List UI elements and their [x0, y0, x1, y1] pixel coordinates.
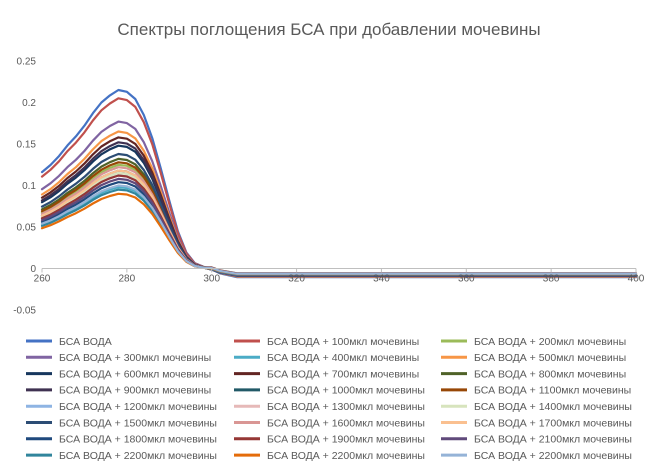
x-tick-label: 260 — [34, 274, 51, 285]
legend-entry-label: БСА ВОДА + 1600мкл мочевины — [267, 417, 425, 429]
plot-lines — [40, 88, 638, 279]
y-tick-label: 0.2 — [22, 98, 36, 109]
y-tick-label: 0.15 — [17, 140, 37, 151]
legend-entry-label: БСА ВОДА + 500мкл мочевины — [474, 352, 626, 364]
legend-entry-label: БСА ВОДА — [59, 336, 112, 348]
legend-entry-label: БСА ВОДА + 900мкл мочевины — [59, 385, 211, 397]
chart-title: Спектры поглощения БСА при добавлении мо… — [117, 20, 540, 39]
x-tick-label: 280 — [119, 274, 136, 285]
legend-entry-label: БСА ВОДА + 1700мкл мочевины — [474, 417, 632, 429]
y-tick-label: 0.1 — [22, 181, 36, 192]
x-tick-label: 380 — [543, 274, 560, 285]
legend-entry-label: БСА ВОДА + 1200мкл мочевины — [59, 401, 217, 413]
y-tick-label: -0.05 — [13, 306, 36, 317]
legend-entry-label: БСА ВОДА + 1300мкл мочевины — [267, 401, 425, 413]
x-tick-label: 320 — [288, 274, 305, 285]
y-tick-label: 0 — [30, 264, 36, 275]
legend-entry-label: БСА ВОДА + 2200мкл мочевины — [267, 450, 425, 462]
legend-entry-label: БСА ВОДА + 300мкл мочевины — [59, 352, 211, 364]
legend-entry-label: БСА ВОДА + 1100мкл мочевины — [474, 385, 631, 397]
series-line — [40, 184, 638, 275]
x-tick-label: 400 — [628, 274, 645, 285]
legend-entry-label: БСА ВОДА + 1000мкл мочевины — [267, 385, 425, 397]
legend-entry-label: БСА ВОДА + 1500мкл мочевины — [59, 417, 217, 429]
axis-layer: -0.05 0 0.05 0.1 0.15 0.2 0.25 260 280 300 320 340 3… — [13, 57, 645, 317]
legend-entry-label: БСА ВОДА + 2200мкл мочевины — [474, 450, 632, 462]
legend-entry-label: БСА ВОДА + 400мкл мочевины — [267, 352, 419, 364]
legend-entry-label: БСА ВОДА + 1800мкл мочевины — [59, 434, 217, 446]
x-tick-label: 300 — [203, 274, 220, 285]
legend-entry-label: БСА ВОДА + 600мкл мочевины — [59, 368, 211, 380]
legend-entry-label: БСА ВОДА + 200мкл мочевины — [474, 336, 626, 348]
legend-entry-label: БСА ВОДА + 700мкл мочевины — [267, 368, 419, 380]
x-tick-label: 340 — [373, 274, 390, 285]
y-tick-label: 0.25 — [17, 57, 37, 68]
legend-entry-label: БСА ВОДА + 1900мкл мочевины — [267, 434, 425, 446]
legend-entry-label: БСА ВОДА + 2100мкл мочевины — [474, 434, 632, 446]
legend-entry-label: БСА ВОДА + 2200мкл мочевины — [59, 450, 217, 462]
legend: БСА ВОДА БСА ВОДА + 100мкл мочевины БСА ВО… — [26, 336, 632, 462]
x-tick-label: 360 — [458, 274, 475, 285]
legend-entry-label: БСА ВОДА + 1400мкл мочевины — [474, 401, 632, 413]
legend-entry-label: БСА ВОДА + 800мкл мочевины — [474, 368, 626, 380]
legend-entry-label: БСА ВОДА + 100мкл мочевины — [267, 336, 419, 348]
y-tick-label: 0.05 — [17, 223, 37, 234]
